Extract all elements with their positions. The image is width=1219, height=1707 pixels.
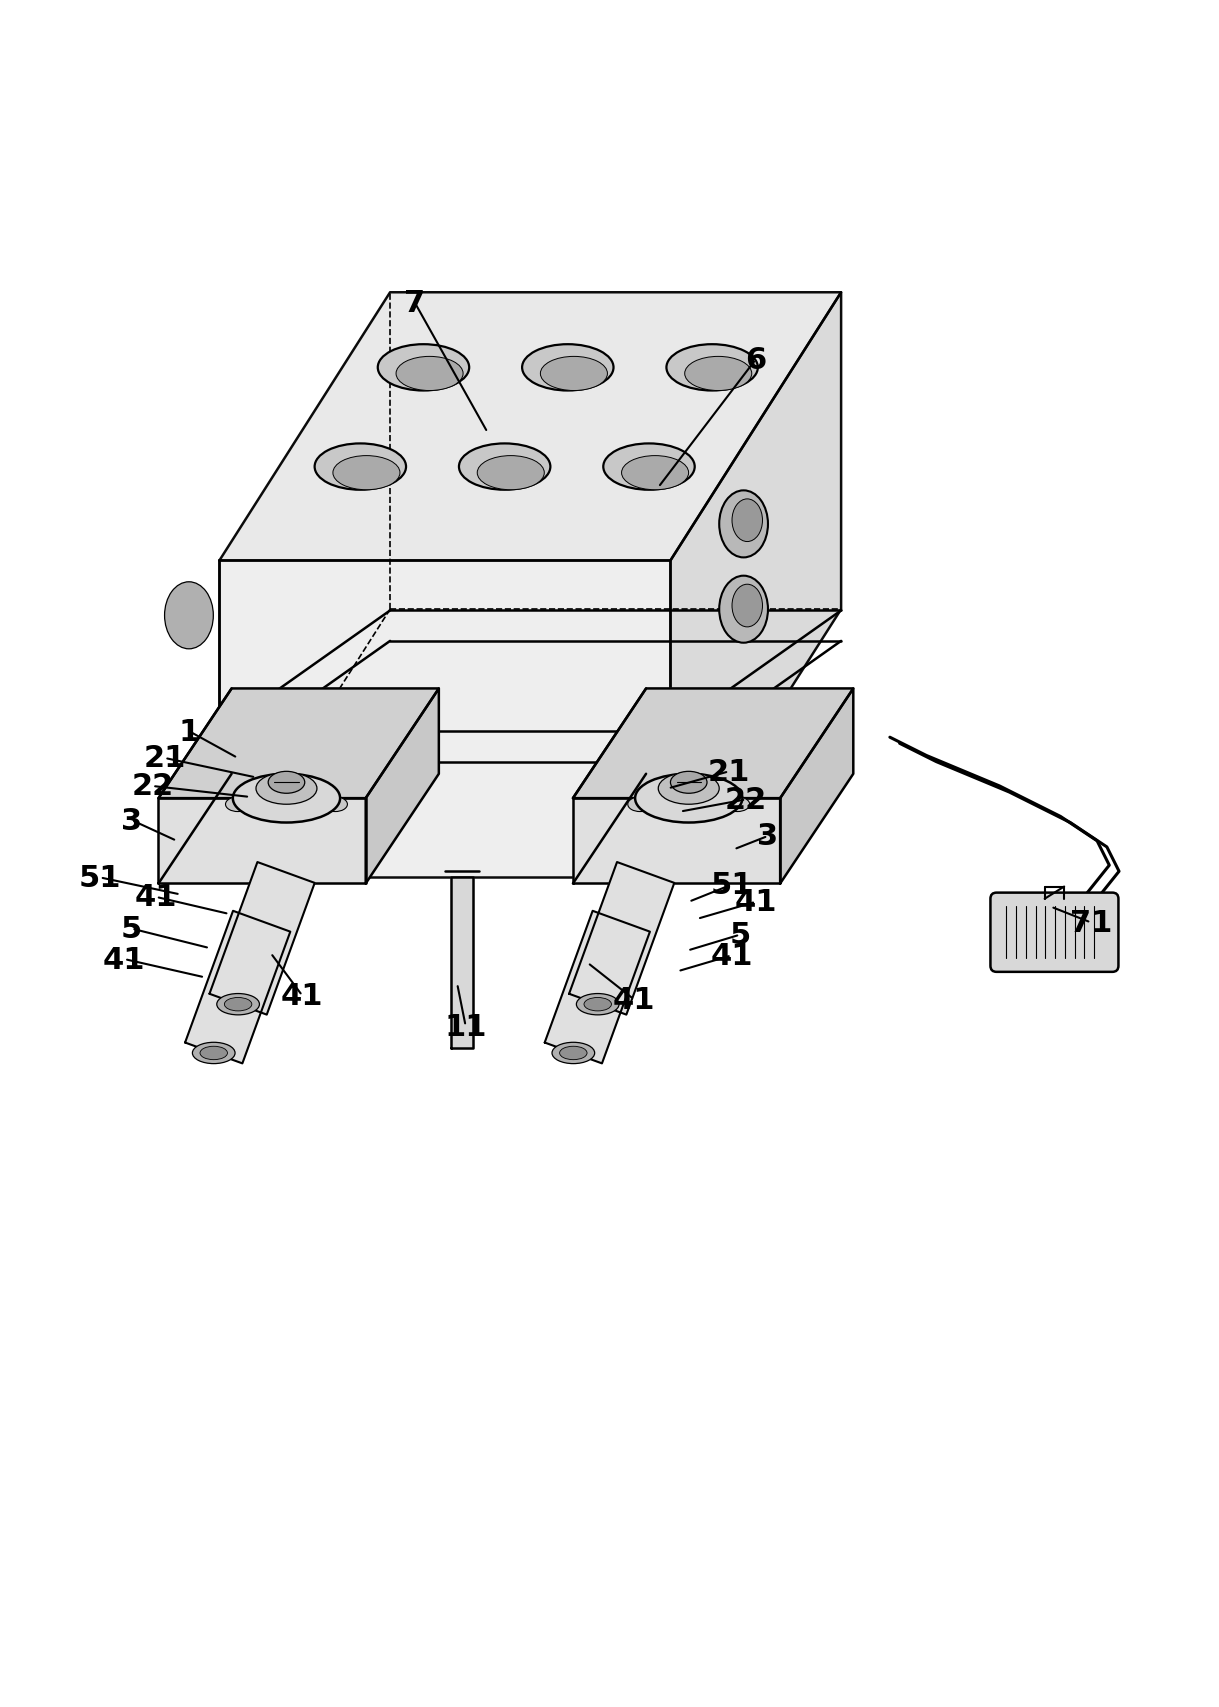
Text: 41: 41	[711, 941, 752, 970]
Polygon shape	[573, 690, 853, 799]
Ellipse shape	[560, 1046, 588, 1060]
Polygon shape	[569, 862, 674, 1016]
Ellipse shape	[458, 444, 550, 490]
Ellipse shape	[725, 797, 750, 813]
Ellipse shape	[685, 357, 752, 391]
Text: 41: 41	[735, 888, 777, 917]
Text: 11: 11	[445, 1012, 486, 1041]
Text: 41: 41	[613, 985, 655, 1014]
Ellipse shape	[315, 444, 406, 490]
Ellipse shape	[628, 797, 652, 813]
Ellipse shape	[670, 772, 707, 794]
Ellipse shape	[233, 775, 340, 823]
Text: 5: 5	[121, 915, 143, 944]
Ellipse shape	[226, 797, 250, 813]
Ellipse shape	[577, 993, 619, 1016]
Ellipse shape	[540, 357, 607, 391]
Ellipse shape	[622, 456, 689, 490]
Polygon shape	[451, 877, 473, 1048]
Ellipse shape	[552, 1043, 595, 1063]
Ellipse shape	[667, 345, 758, 391]
Ellipse shape	[731, 500, 763, 543]
Ellipse shape	[224, 999, 252, 1011]
Ellipse shape	[396, 357, 463, 391]
Polygon shape	[185, 912, 290, 1063]
Ellipse shape	[323, 797, 347, 813]
Text: 21: 21	[144, 744, 185, 773]
Ellipse shape	[193, 1043, 235, 1063]
Text: 3: 3	[757, 823, 779, 850]
Ellipse shape	[200, 1046, 228, 1060]
Polygon shape	[219, 294, 841, 562]
Text: 51: 51	[711, 871, 752, 900]
Ellipse shape	[333, 456, 400, 490]
Text: 51: 51	[79, 864, 121, 893]
Polygon shape	[545, 912, 650, 1063]
Polygon shape	[158, 690, 439, 799]
Ellipse shape	[635, 775, 742, 823]
Ellipse shape	[731, 586, 763, 628]
Ellipse shape	[378, 345, 469, 391]
Polygon shape	[573, 799, 780, 884]
FancyBboxPatch shape	[990, 893, 1118, 973]
Ellipse shape	[522, 345, 613, 391]
Polygon shape	[158, 799, 366, 884]
Ellipse shape	[165, 582, 213, 649]
Ellipse shape	[719, 577, 768, 644]
Text: 5: 5	[729, 920, 751, 949]
Ellipse shape	[256, 773, 317, 804]
Text: 6: 6	[745, 345, 767, 374]
Polygon shape	[366, 690, 439, 884]
Polygon shape	[670, 294, 841, 877]
Ellipse shape	[268, 772, 305, 794]
Text: 7: 7	[403, 288, 425, 318]
Text: 3: 3	[121, 806, 143, 835]
Ellipse shape	[217, 993, 260, 1016]
Text: 22: 22	[725, 785, 767, 814]
Text: 41: 41	[282, 982, 323, 1011]
Text: 41: 41	[135, 883, 177, 912]
Ellipse shape	[658, 773, 719, 804]
Text: 21: 21	[708, 758, 750, 787]
Ellipse shape	[477, 456, 544, 490]
Ellipse shape	[584, 999, 612, 1011]
Text: 41: 41	[104, 946, 145, 975]
Polygon shape	[780, 690, 853, 884]
Ellipse shape	[719, 492, 768, 558]
Text: 71: 71	[1070, 908, 1112, 937]
Polygon shape	[210, 862, 315, 1016]
Text: 1: 1	[178, 717, 200, 746]
Ellipse shape	[603, 444, 695, 490]
Polygon shape	[219, 562, 670, 877]
Text: 22: 22	[132, 772, 173, 801]
